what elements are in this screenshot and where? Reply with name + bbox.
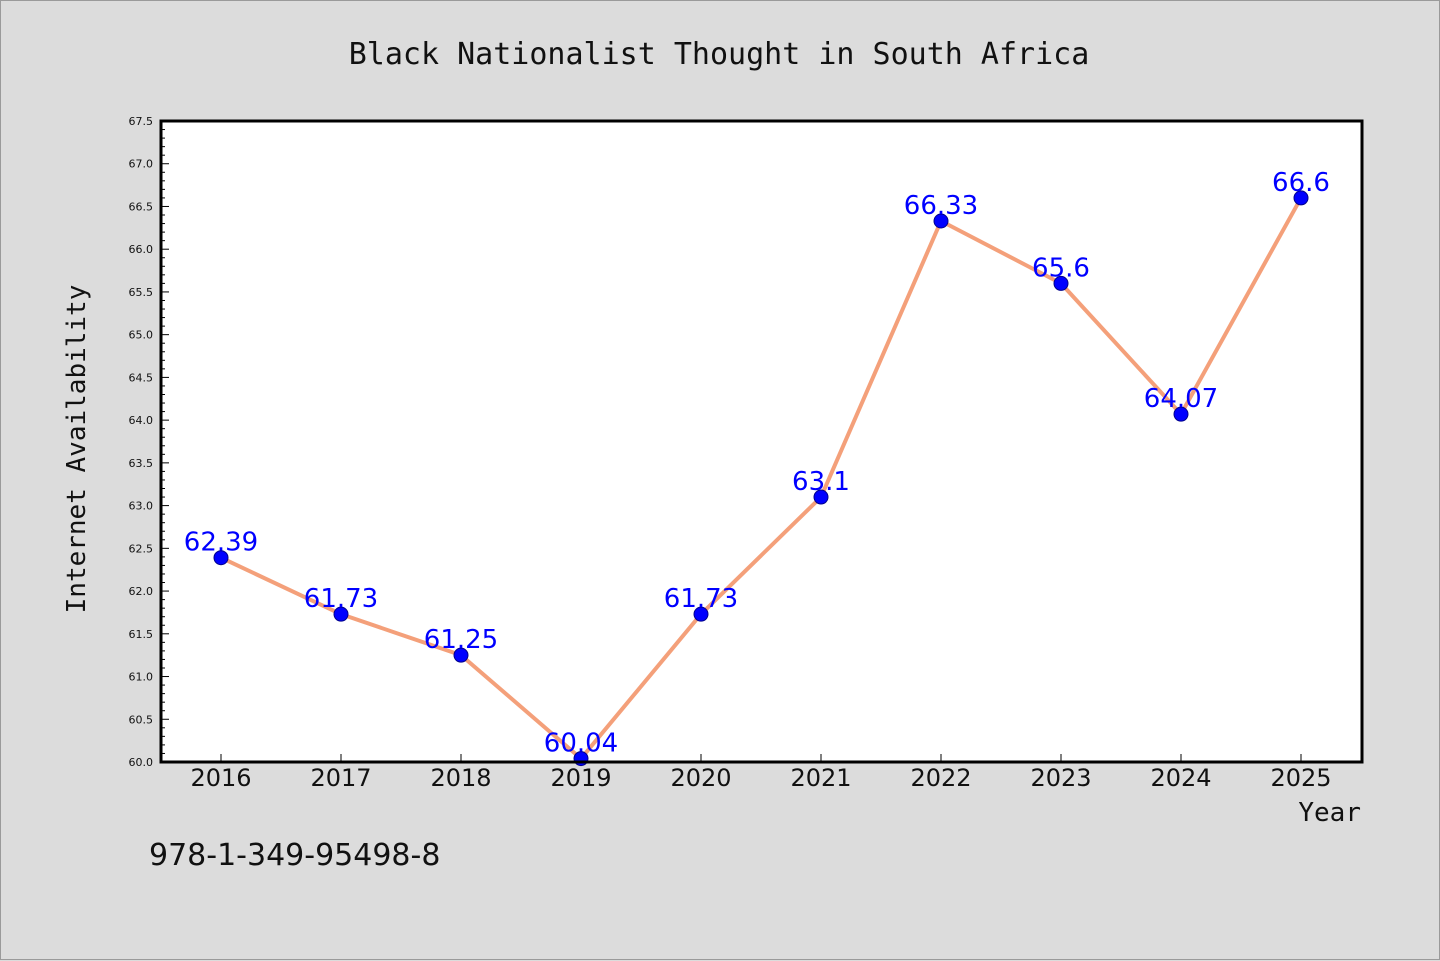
x-tick-label: 2018 [430,764,491,792]
y-tick-label: 61.5 [129,628,154,641]
y-tick-label: 67.5 [129,115,154,128]
data-label: 66.33 [904,191,978,221]
data-label: 64.07 [1144,384,1218,414]
data-point [1053,275,1069,291]
data-point [1293,190,1309,206]
y-tick-label: 63.0 [129,500,154,513]
data-label: 61.73 [664,584,738,614]
data-point [933,213,949,229]
x-tick-label: 2024 [1150,764,1211,792]
y-tick-label: 60.5 [129,713,154,726]
x-axis-title: Year [1298,798,1361,828]
y-tick-label: 65.5 [129,286,154,299]
y-axis-title: Internet Availability [62,285,92,614]
series-line-group [220,196,1303,761]
plot-frame [159,119,1364,764]
y-tick-label: 64.5 [129,371,154,384]
plot-area [161,121,1362,762]
data-label: 62.39 [184,528,258,558]
data-point [213,550,229,566]
data-point [693,606,709,622]
y-tick-label: 64.0 [129,414,154,427]
x-tick-label: 2020 [670,764,731,792]
x-tick-label: 2017 [310,764,371,792]
x-tick-label: 2019 [550,764,611,792]
data-label: 60.04 [544,729,618,759]
data-label: 61.73 [304,584,378,614]
y-tick-label: 66.0 [129,243,154,256]
x-tick-label: 2023 [1030,764,1091,792]
x-tick-label: 2025 [1270,764,1331,792]
data-label: 61.25 [424,625,498,655]
chart-title: Black Nationalist Thought in South Afric… [349,37,1090,72]
data-point [453,647,469,663]
data-point [1173,406,1189,422]
y-tick-label: 66.5 [129,200,154,213]
x-tick-label: 2022 [910,764,971,792]
isbn-annotation: 978-1-349-95498-8 [149,838,440,873]
marker-group [213,190,1309,767]
y-tick-label: 62.0 [129,585,154,598]
y-tick-label: 62.5 [129,542,154,555]
series-line [220,196,1303,761]
y-tick-label: 63.5 [129,457,154,470]
y-tick-label: 67.0 [129,158,154,171]
data-point [813,489,829,505]
y-tick-label: 61.0 [129,671,154,684]
data-point [333,606,349,622]
data-label-group: 62.39 61.73 61.25 60.04 61.73 63.1 66.33 65.6 64… [184,168,1330,759]
y-tick-label: 60.0 [129,756,154,769]
data-label: 65.6 [1032,253,1090,283]
data-label: 63.1 [792,467,850,497]
y-tick-label: 65.0 [129,329,154,342]
x-axis: 2016 2017 2018 2019 2020 2021 2022 2023 2024 2025 [190,754,1332,792]
data-label: 66.6 [1272,168,1330,198]
x-tick-label: 2016 [190,764,251,792]
x-tick-label: 2021 [790,764,851,792]
